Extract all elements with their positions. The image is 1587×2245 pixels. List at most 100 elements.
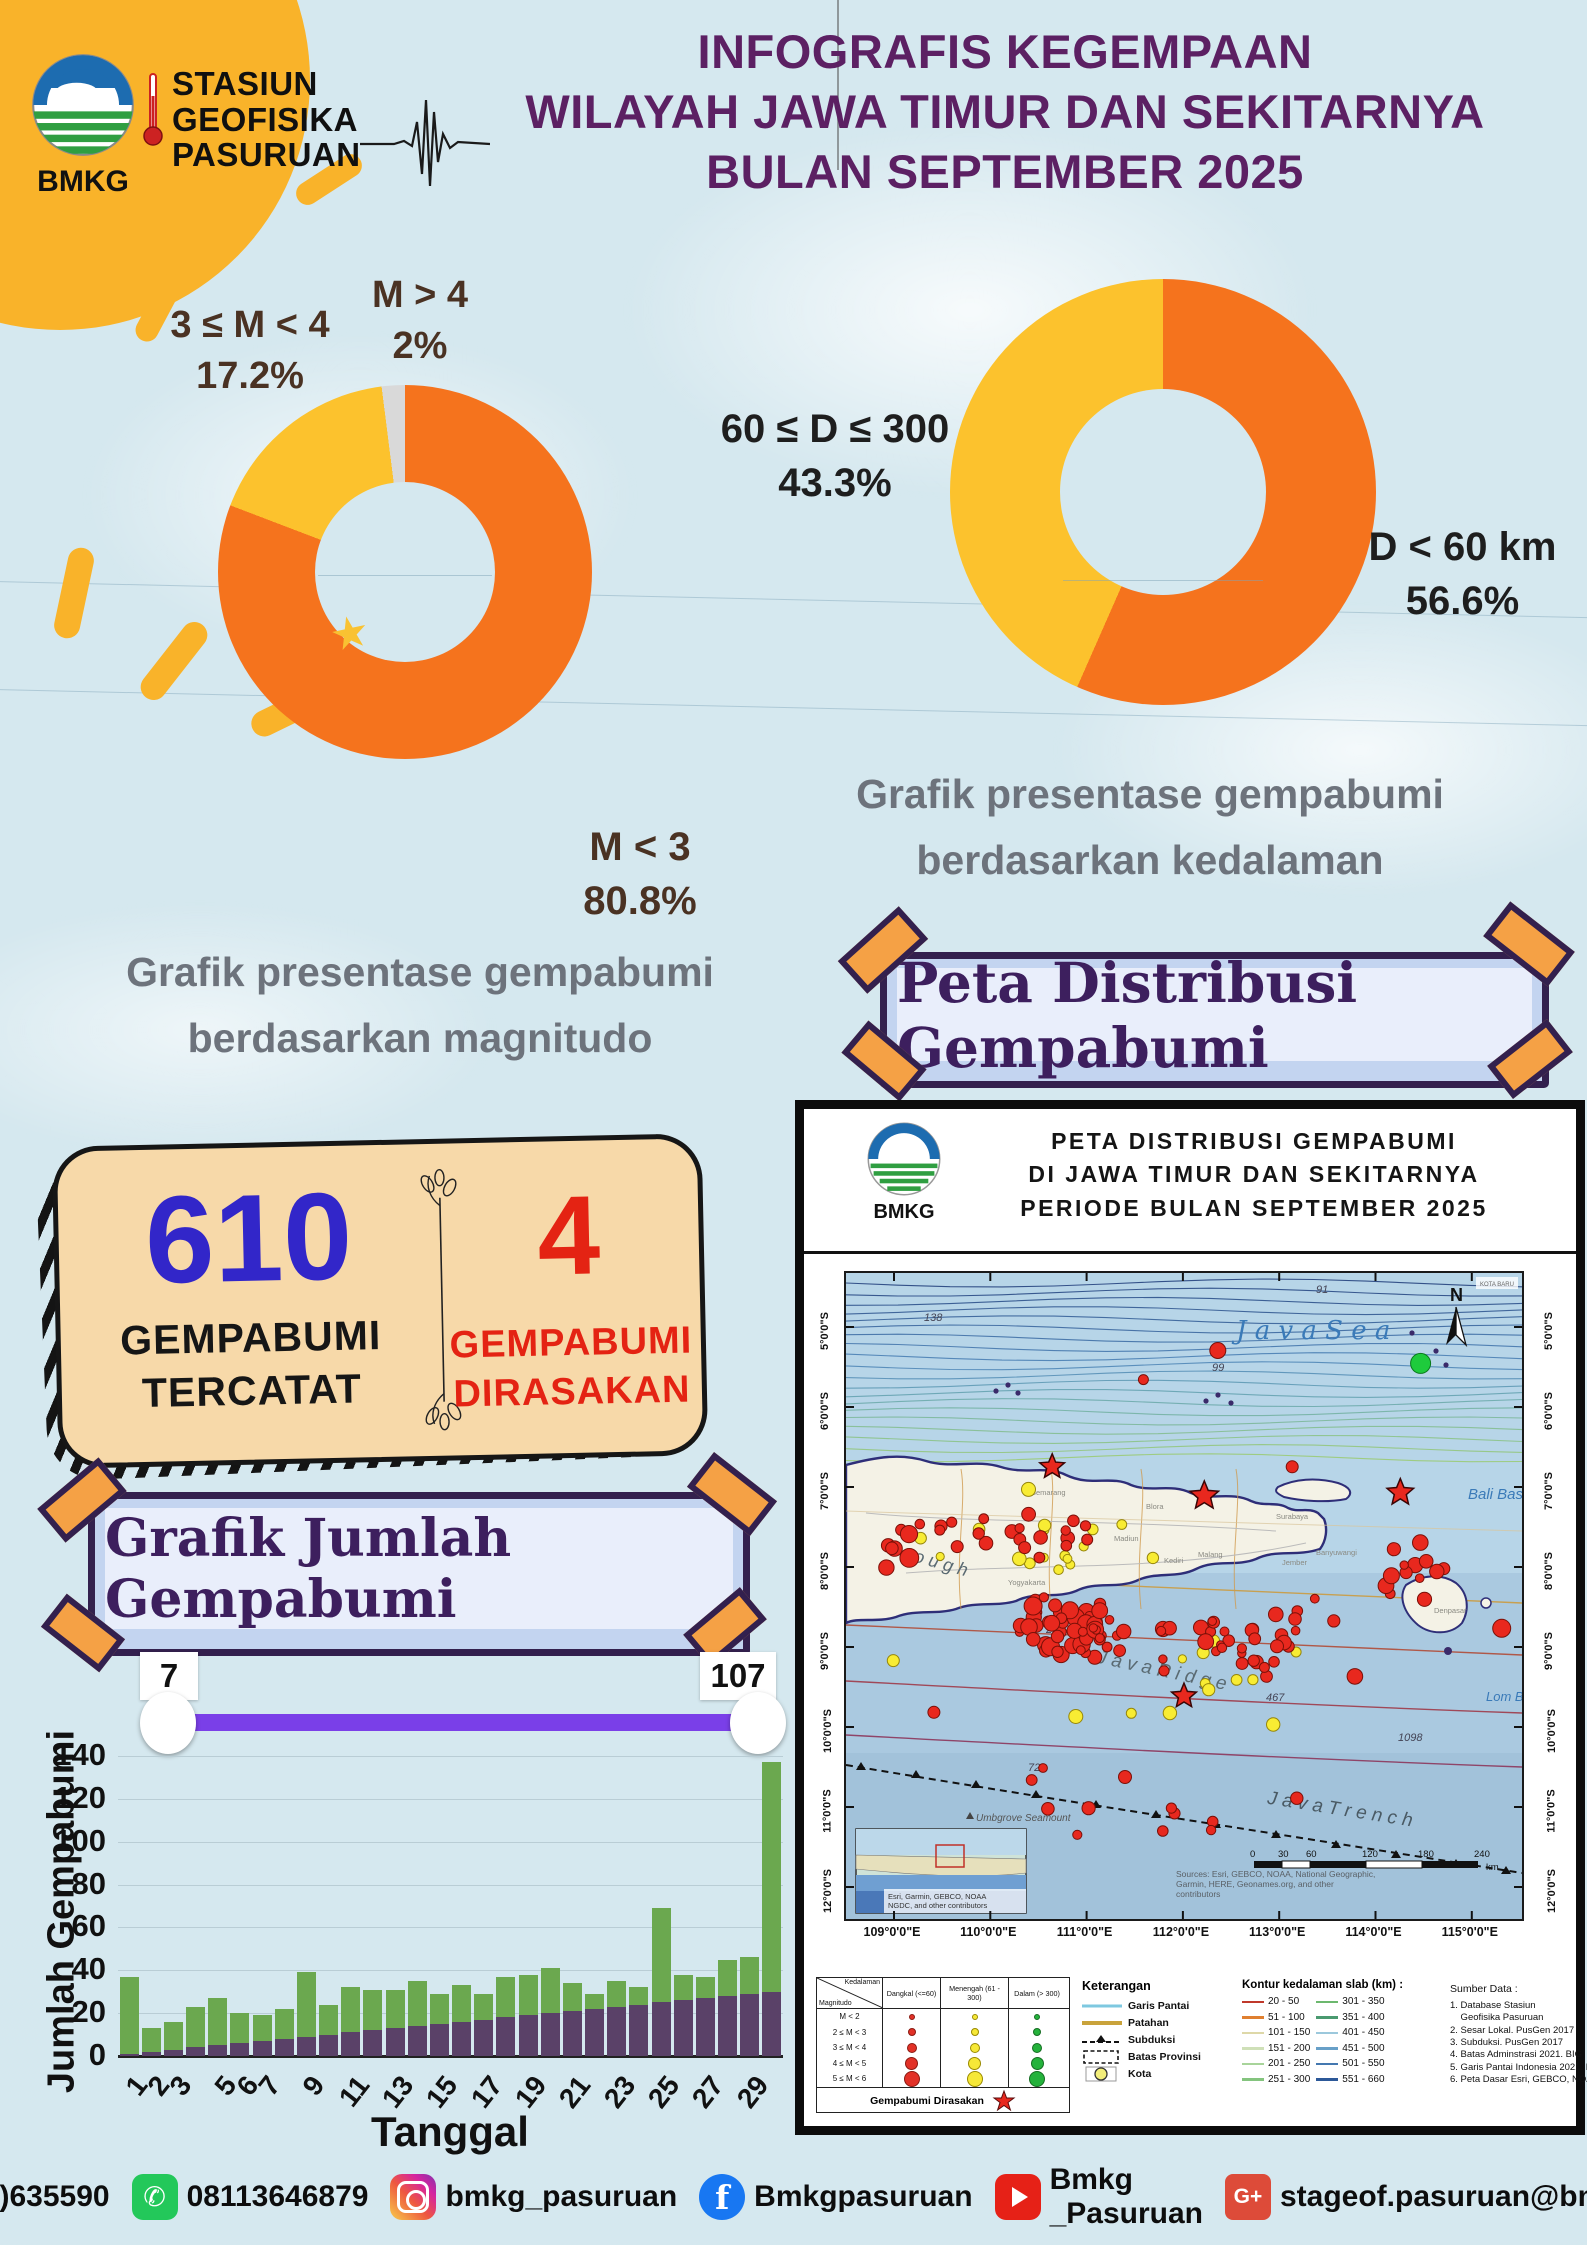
sumber-title: Sumber Data : [1450, 1983, 1518, 1995]
svg-text:Kediri: Kediri [1164, 1556, 1184, 1565]
bar-segment-purple [230, 2043, 250, 2056]
latitude-label: 10°0'0"S [822, 1708, 835, 1754]
bmkg-logo-text: BMKG [37, 165, 129, 198]
footer-contact-gplus[interactable]: G+stageof.pasuruan@bmkg.go.id [1224, 2174, 1587, 2220]
longitude-label: 111°0'0"E [1056, 1925, 1113, 1939]
svg-text:km: km [1486, 1862, 1499, 1873]
map-title-line-2: DI JAWA TIMUR DAN SEKITARNYA [1028, 1161, 1480, 1188]
distribution-map: BMKG PETA DISTRIBUSI GEMPABUMI DI JAWA T… [795, 1100, 1587, 2135]
latitude-label: 11°0'0"S [821, 1789, 834, 1833]
keterangan-item: Garis Pantai [1082, 1999, 1190, 2012]
kontur-item: 501 - 550 [1316, 2056, 1385, 2072]
map-canvas: Semarang Blora Madiun Surabaya Malang Kediri J… [844, 1271, 1524, 1921]
bar-segment-green [230, 2013, 250, 2044]
page-title: INFOGRAFIS KEGEMPAAN WILAYAH JAWA TIMUR … [430, 22, 1580, 202]
kontur-item: 301 - 350 [1316, 1994, 1385, 2010]
hanging-string [837, 0, 839, 170]
longitude-label: 112°0'0"E [1152, 1925, 1210, 1939]
y-axis-tick: 100 [54, 1822, 106, 1858]
bar-segment-green [651, 1908, 671, 2003]
bar-day-1 [119, 1976, 139, 2056]
bar-segment-green [540, 1968, 560, 2014]
kontur-item: 20 - 50 [1242, 1994, 1310, 2010]
matrix-col-header: Dangkal (<=60) [883, 1978, 941, 2008]
footer-contact-instagram[interactable]: bmkg_pasuruan [390, 2174, 677, 2220]
kontur-item: 151 - 200 [1242, 2041, 1310, 2057]
svg-text:Semarang: Semarang [1031, 1488, 1066, 1497]
footer-contact-phone[interactable]: ☎(0343)635590 [0, 2174, 110, 2220]
bar-day-29 [740, 1957, 760, 2056]
background-line [0, 688, 1587, 729]
bar-day-21 [562, 1983, 582, 2056]
bar-segment-green [695, 1976, 715, 1999]
svg-text:Lom Bas: Lom Bas [1486, 1689, 1522, 1704]
bar-day-5 [208, 1998, 228, 2056]
matrix-row-label: 5 ≤ M < 6 [817, 2071, 883, 2087]
slider-track[interactable] [168, 1714, 758, 1731]
svg-text:Malang: Malang [1198, 1550, 1223, 1559]
bar-segment-purple [518, 2015, 538, 2056]
bar-day-4 [186, 2006, 206, 2056]
latitude-label: 7°0'0"S [1542, 1472, 1555, 1510]
stats-card: 610 GEMPABUMI TERCATAT 4 GEMPABUMI DIRASAK… [51, 1133, 709, 1469]
bar-day-26 [673, 1974, 693, 2056]
depth-chart-caption: Grafik presentase gempabumi berdasarkan k… [856, 771, 1444, 883]
latitude-label: 5°0'0"S [818, 1312, 831, 1350]
gridline [118, 1756, 783, 1757]
slider-handle-max[interactable] [730, 1692, 786, 1754]
footer-contact-text: stageof.pasuruan@bmkg.go.id [1279, 2180, 1587, 2213]
bar-segment-purple [474, 2019, 494, 2056]
matrix-dot-cell [941, 2040, 1009, 2056]
matrix-dot-cell [941, 2024, 1009, 2040]
latitude-label: 9°0'0"S [1542, 1632, 1555, 1670]
gridline [118, 2013, 783, 2015]
svg-text:72: 72 [1028, 1762, 1040, 1774]
kontur-item: 451 - 500 [1316, 2041, 1385, 2057]
keterangan-item: Batas Provinsi [1082, 2048, 1234, 2065]
bar-day-3 [163, 2021, 183, 2056]
svg-text:Denpasar: Denpasar [1434, 1606, 1467, 1615]
latitude-label: 10°0'0"S [1546, 1708, 1559, 1754]
svg-text:Umbgrove Seamount: Umbgrove Seamount [976, 1813, 1072, 1824]
sumber-line: 1. Database Stasiun [1450, 2000, 1536, 2011]
gridline [118, 1927, 783, 1929]
gridline [118, 1841, 783, 1843]
bar-segment-purple [385, 2028, 405, 2056]
svg-text:contributors: contributors [1176, 1889, 1220, 1899]
x-axis-tick: 25 [641, 2070, 686, 2114]
facebook-icon: f [699, 2174, 746, 2220]
depth-donut-hole [1060, 389, 1266, 595]
bar-segment-green [629, 1987, 649, 2005]
map-legend: Kedalaman Magnitudo Dangkal (<=60) Meneng… [816, 1977, 1587, 2113]
label-mag-high: M > 4 2% [371, 274, 469, 368]
footer-contact-whatsapp[interactable]: ✆ 08113646879 [131, 2174, 368, 2220]
svg-text:KOTA BARU: KOTA BARU [1480, 1282, 1514, 1288]
bar-day-8 [274, 2008, 294, 2056]
bar-day-25 [651, 1908, 671, 2056]
label-depth-shallow: D < 60 km 56.6% [1368, 525, 1557, 623]
station-line-1: STASIUN [172, 65, 318, 102]
bar-segment-purple [296, 2036, 316, 2056]
bar-chart-plot-area [118, 1756, 783, 2058]
bar-segment-green [452, 1985, 472, 2022]
legend-keterangan: Keterangan Garis Pantai Patahan Subduksi Bat… [1076, 1977, 1234, 2113]
latitude-label: 5°0'0"S [1542, 1312, 1555, 1350]
bar-segment-purple [740, 1993, 760, 2056]
bar-segment-purple [119, 2053, 139, 2056]
y-axis-tick: 0 [88, 2037, 106, 2072]
footer-contact-facebook[interactable]: f Bmkgpasuruan [699, 2174, 973, 2220]
svg-text:Esri, Garmin, GEBCO, NOAA: Esri, Garmin, GEBCO, NOAA [888, 1892, 986, 1901]
footer-contact-youtube[interactable]: Bmkg _Pasuruan [994, 2163, 1203, 2231]
legend-kontur: Kontur kedalaman slab (km) : 20 - 50 51 - … [1240, 1977, 1440, 2113]
hole-line [318, 575, 492, 576]
slider-handle-min[interactable] [140, 1692, 196, 1754]
bar-segment-green [607, 1981, 627, 2007]
page-title-line-3: BULAN SEPTEMBER 2025 [706, 145, 1304, 199]
bar-segment-purple [629, 2004, 649, 2056]
magnitude-chart-caption: Grafik presentase gempabumi berdasarkan m… [126, 949, 714, 1061]
matrix-row-label: 4 ≤ M < 5 [817, 2055, 883, 2071]
bar-segment-purple [762, 1991, 782, 2056]
whatsapp-icon: ✆ [131, 2174, 178, 2220]
latitude-label: 8°0'0"S [818, 1552, 831, 1590]
map-header: BMKG PETA DISTRIBUSI GEMPABUMI DI JAWA T… [804, 1109, 1576, 1254]
